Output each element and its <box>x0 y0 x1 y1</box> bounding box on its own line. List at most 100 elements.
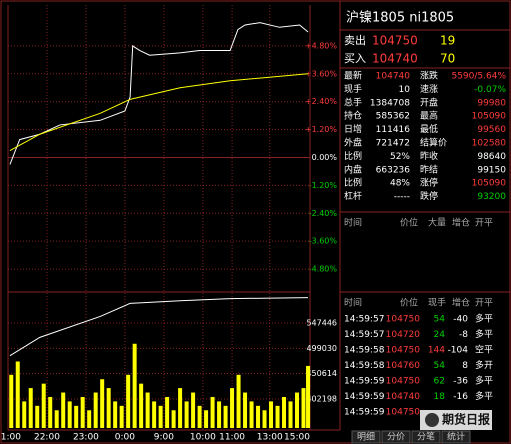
quote-cell: 52% <box>390 152 410 162</box>
book-label: 卖出 <box>344 33 366 47</box>
y-tick-label: 450614 <box>306 369 337 378</box>
y-tick-label: -3.60% <box>309 237 338 246</box>
volume-bar <box>106 388 111 428</box>
quote-cell: 最低 <box>420 123 438 135</box>
volume-bar <box>230 388 235 428</box>
quote-cell: 速涨 <box>420 84 438 95</box>
volume-bar <box>223 405 228 428</box>
quote-cell: ----- <box>394 192 410 202</box>
quote-cell: 105090 <box>472 179 507 189</box>
trade-cell: 54 <box>434 361 446 371</box>
quote-cell: 104740 <box>376 72 411 82</box>
trade-cell: 104750 <box>386 408 421 418</box>
x-tick-label: 15:00 <box>284 433 310 443</box>
y-tick-label: 499030 <box>306 344 337 353</box>
y-tick-label: +4.80% <box>305 41 338 50</box>
quote-cell: 5590/5.64% <box>451 72 506 82</box>
y-tick-label: -2.40% <box>309 209 338 218</box>
quote-cell: 663236 <box>376 165 411 175</box>
volume-bar <box>145 392 150 428</box>
trade-cell: 14:59:57 <box>344 315 384 325</box>
col-header: 增仓 <box>452 297 470 309</box>
x-tick-label: 10:00 <box>190 433 216 443</box>
quote-cell: 开盘 <box>420 96 438 108</box>
quote-cell: 昨结 <box>420 163 438 175</box>
trade-cell: 104740 <box>386 392 421 402</box>
quote-cell: 涨停 <box>420 177 438 189</box>
trade-cell: 104750 <box>386 346 421 356</box>
volume-bar <box>275 405 280 428</box>
quote-cell: 现手 <box>344 83 362 95</box>
quote-cell: 99560 <box>477 125 506 135</box>
volume-bar <box>204 410 209 428</box>
y-tick-label: +2.40% <box>305 97 338 106</box>
y-tick-label: 547446 <box>306 318 337 327</box>
trade-cell: 14:59:59 <box>344 392 385 402</box>
book-price: 104750 <box>372 34 418 48</box>
volume-bar <box>243 392 248 428</box>
y-tick-label: +1.20% <box>305 125 338 134</box>
volume-bar <box>113 401 118 428</box>
volume-bar <box>295 392 300 428</box>
watermark: 期货日报 <box>442 412 490 427</box>
trade-cell: 14:59:58 <box>344 346 385 356</box>
x-tick-label: 0:00 <box>115 433 135 443</box>
volume-bar <box>139 383 144 428</box>
volume-bar <box>301 388 306 428</box>
quote-cell: 总手 <box>344 96 362 108</box>
y-tick-label: +3.60% <box>305 69 338 78</box>
trade-cell: 多开 <box>475 359 493 371</box>
line <box>9 73 309 151</box>
watermark-bg <box>420 410 492 430</box>
col-header: 开平 <box>475 298 493 309</box>
quote-cell: 102580 <box>472 139 507 149</box>
quote-cell: 93200 <box>477 192 506 202</box>
quote-cell: 10 <box>399 85 411 95</box>
quote-cell: 585362 <box>376 112 410 122</box>
col-header: 开平 <box>475 218 493 229</box>
volume-bar <box>67 401 72 428</box>
quote-cell: 日增 <box>344 123 362 135</box>
line <box>9 22 309 165</box>
trade-cell: -40 <box>453 315 468 325</box>
volume-bar <box>126 374 131 428</box>
volume-bar <box>165 396 170 428</box>
trade-cell: 多平 <box>475 328 493 340</box>
tab[interactable] <box>351 430 381 444</box>
quote-cell: 跌停 <box>420 190 438 202</box>
y-tick-label: 0.00% <box>312 153 338 162</box>
trade-cell: 54 <box>434 315 446 325</box>
x-tick-label: 21:00 <box>0 433 21 443</box>
volume-bar <box>61 392 66 428</box>
quote-cell: 昨收 <box>420 150 438 162</box>
volume-bar <box>74 405 79 428</box>
volume-bar <box>119 405 124 428</box>
volume-bar <box>41 383 46 428</box>
book-vol: 70 <box>440 52 455 66</box>
tab[interactable] <box>441 430 471 444</box>
trade-cell: 18 <box>434 392 446 402</box>
volume-bar <box>236 374 241 428</box>
book-label: 买入 <box>344 52 366 65</box>
volume-bar <box>54 410 59 428</box>
trade-cell: 104750 <box>386 377 421 387</box>
tab[interactable] <box>411 430 441 444</box>
col-header: 价位 <box>400 217 418 229</box>
x-tick-label: 23:00 <box>73 433 99 443</box>
quote-cell: 外盘 <box>344 137 362 149</box>
tab-label: 分笔 <box>417 431 435 443</box>
volume-bar <box>269 401 274 428</box>
volume-bar <box>100 379 105 428</box>
col-header: 增仓 <box>452 217 470 229</box>
y-tick-label: 402198 <box>306 395 337 404</box>
quote-cell: 持仓 <box>344 110 362 122</box>
volume-bar <box>132 343 137 428</box>
volume-bar <box>178 388 183 428</box>
trade-cell: 104750 <box>386 315 421 325</box>
col-header: 现手 <box>428 297 446 309</box>
book-price: 104740 <box>372 52 418 66</box>
tab[interactable] <box>381 430 411 444</box>
tab-label: 明细 <box>357 431 375 443</box>
volume-bar <box>256 405 261 428</box>
